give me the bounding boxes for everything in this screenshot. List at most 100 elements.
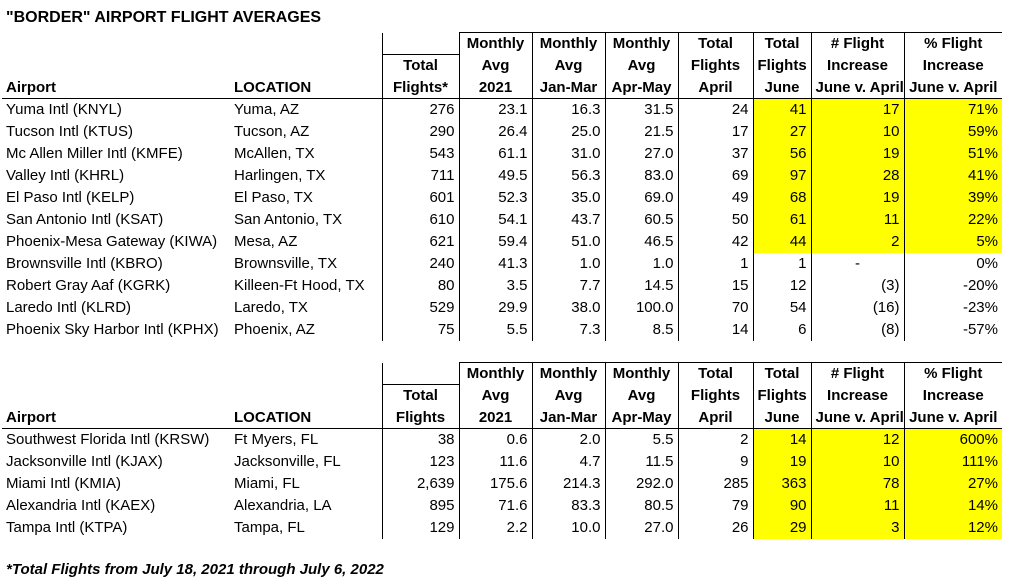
june-cell: 56 <box>752 142 811 165</box>
header-aprmay: Monthly <box>604 32 678 55</box>
header-aprmay: Monthly <box>604 362 678 385</box>
aprmay-cell: 100.0 <box>604 296 678 319</box>
header-june: June <box>752 406 811 429</box>
incr-cell: 10 <box>810 450 904 473</box>
june-cell: 97 <box>752 164 811 187</box>
header-april: April <box>677 406 753 429</box>
location-cell: Brownsville, TX <box>234 255 338 272</box>
pct-cell: 5% <box>903 230 1002 253</box>
janmar-cell: 1.0 <box>531 252 605 275</box>
location-cell: Killeen-Ft Hood, TX <box>234 277 365 294</box>
aprmay-cell: 8.5 <box>604 318 678 341</box>
aprmay-cell: 11.5 <box>604 450 678 473</box>
airport-cell: Mc Allen Miller Intl (KMFE) <box>6 145 183 162</box>
header-incr: Increase <box>810 384 904 407</box>
header-total: Total <box>381 54 459 77</box>
avg2021-cell: 52.3 <box>458 186 532 209</box>
table-row: Phoenix-Mesa Gateway (KIWA) Mesa, AZ 621 59… <box>2 230 1002 253</box>
airport-header: Airport <box>2 406 230 429</box>
avg2021-cell: 61.1 <box>458 142 532 165</box>
header-blank <box>230 363 382 385</box>
header-blank <box>2 363 230 385</box>
incr-cell: 28 <box>810 164 904 187</box>
janmar-cell: 7.7 <box>531 274 605 297</box>
header-janmar: Monthly <box>531 32 605 55</box>
janmar-cell: 25.0 <box>531 120 605 143</box>
pct-cell: 59% <box>903 120 1002 143</box>
header-row: Monthly Monthly Monthly Total Total # Flight%… <box>2 32 1002 55</box>
april-cell: 42 <box>677 230 753 253</box>
april-cell: 69 <box>677 164 753 187</box>
location-header: LOCATION <box>230 76 382 99</box>
avg2021-cell: 11.6 <box>458 450 532 473</box>
header-june: Total <box>752 32 811 55</box>
incr-cell: 12 <box>810 428 904 451</box>
table-row: Valley Intl (KHRL) Harlingen, TX 711 49.5 56… <box>2 164 1002 187</box>
incr-cell: (16) <box>810 296 904 319</box>
table-row: Laredo Intl (KLRD) Laredo, TX 529 29.9 38.0 1… <box>2 296 1002 319</box>
total-cell: 621 <box>381 230 459 253</box>
airport-cell: Phoenix Sky Harbor Intl (KPHX) <box>6 321 219 338</box>
pct-cell: 51% <box>903 142 1002 165</box>
aprmay-cell: 27.0 <box>604 142 678 165</box>
april-cell: 26 <box>677 516 753 539</box>
location-cell: Jacksonville, FL <box>234 453 341 470</box>
header-janmar: Jan-Mar <box>531 406 605 429</box>
april-cell: 79 <box>677 494 753 517</box>
header-blank <box>2 55 230 77</box>
april-cell: 70 <box>677 296 753 319</box>
janmar-cell: 16.3 <box>531 98 605 121</box>
header-janmar: Jan-Mar <box>531 76 605 99</box>
airport-cell: Brownsville Intl (KBRO) <box>6 255 163 272</box>
table-row: Phoenix Sky Harbor Intl (KPHX) Phoenix, A… <box>2 318 1002 341</box>
total-cell: 290 <box>381 120 459 143</box>
table-row: Jacksonville Intl (KJAX) Jacksonville, FL… <box>2 450 1002 473</box>
total-cell: 276 <box>381 98 459 121</box>
aprmay-cell: 27.0 <box>604 516 678 539</box>
janmar-cell: 2.0 <box>531 428 605 451</box>
total-cell: 610 <box>381 208 459 231</box>
header-april: Flights <box>677 54 753 77</box>
april-cell: 50 <box>677 208 753 231</box>
location-cell: Laredo, TX <box>234 299 308 316</box>
table-row: Alexandria Intl (KAEX) Alexandria, LA 895 7… <box>2 494 1002 517</box>
pct-cell: 14% <box>903 494 1002 517</box>
pct-cell: 41% <box>903 164 1002 187</box>
total-cell: 601 <box>381 186 459 209</box>
june-cell: 1 <box>752 252 811 275</box>
header-blank <box>230 33 382 55</box>
janmar-cell: 56.3 <box>531 164 605 187</box>
avg2021-cell: 54.1 <box>458 208 532 231</box>
header-june: June <box>752 76 811 99</box>
june-cell: 44 <box>752 230 811 253</box>
pct-cell: 71% <box>903 98 1002 121</box>
april-cell: 2 <box>677 428 753 451</box>
airport-cell: Tucson Intl (KTUS) <box>6 123 133 140</box>
april-cell: 285 <box>677 472 753 495</box>
header-total <box>381 32 459 55</box>
header-avg2021: Avg <box>458 54 532 77</box>
header-aprmay: Apr-May <box>604 76 678 99</box>
pct-cell: 22% <box>903 208 1002 231</box>
location-cell: Yuma, AZ <box>234 101 300 119</box>
airport-cell: Valley Intl (KHRL) <box>6 167 125 184</box>
airport-header: Airport <box>2 76 230 99</box>
airport-cell: Yuma Intl (KNYL) <box>6 101 122 119</box>
incr-cell: 78 <box>810 472 904 495</box>
header-blank <box>2 33 230 55</box>
aprmay-cell: 5.5 <box>604 428 678 451</box>
table-row: Miami Intl (KMIA) Miami, FL 2,639 175.6 214.… <box>2 472 1002 495</box>
janmar-cell: 214.3 <box>531 472 605 495</box>
header-row: Total Avg Avg Avg Flights Flights Increase Incr… <box>2 54 1002 77</box>
header-april: Total <box>677 362 753 385</box>
header-avg2021: 2021 <box>458 406 532 429</box>
airport-cell: San Antonio Intl (KSAT) <box>6 211 164 228</box>
aprmay-cell: 14.5 <box>604 274 678 297</box>
janmar-cell: 7.3 <box>531 318 605 341</box>
avg2021-cell: 0.6 <box>458 428 532 451</box>
june-cell: 54 <box>752 296 811 319</box>
border-airports-table: Monthly Monthly Monthly Total Total # Flight%… <box>2 32 1002 341</box>
header-june: Flights <box>752 54 811 77</box>
janmar-cell: 38.0 <box>531 296 605 319</box>
location-cell: Miami, FL <box>234 475 300 492</box>
